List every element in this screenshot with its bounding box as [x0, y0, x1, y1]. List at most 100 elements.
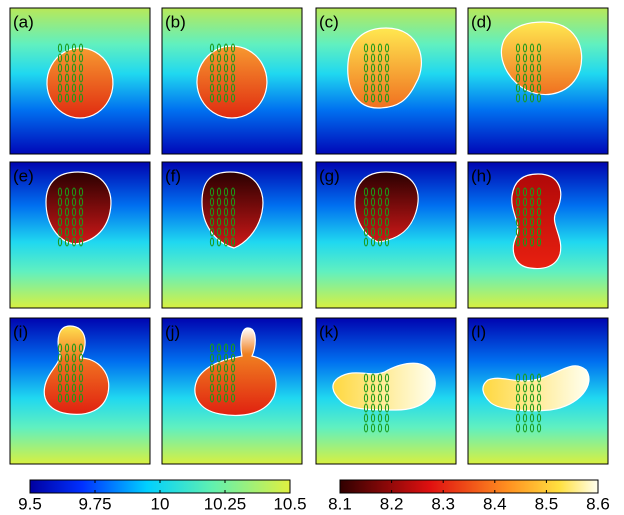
fibre: [363, 207, 369, 217]
fibre: [71, 93, 77, 103]
fibre: [216, 73, 222, 83]
fibre: [522, 53, 528, 63]
fibre: [230, 53, 236, 63]
fibre: [522, 43, 528, 53]
fibre: [363, 43, 369, 53]
fibre: [78, 187, 84, 197]
fibre: [363, 373, 369, 383]
fibre: [529, 217, 535, 227]
fibre: [57, 353, 63, 363]
fibre: [64, 217, 70, 227]
fibre: [370, 63, 376, 73]
fibre: [363, 413, 369, 423]
fibre: [71, 227, 77, 237]
fibre: [209, 43, 215, 53]
fibre: [57, 343, 63, 353]
fibre: [363, 217, 369, 227]
fibre: [71, 393, 77, 403]
fibre: [515, 93, 521, 103]
fibre: [223, 393, 229, 403]
colorbars: 9.5 9.75 10 10.25 10.5 8.1 8.2 8.3 8.4 8.5 8.6: [18, 479, 610, 513]
fibre: [377, 217, 383, 227]
fibre: [370, 73, 376, 83]
fibre: [515, 393, 521, 403]
fibre: [515, 217, 521, 227]
fibre: [78, 237, 84, 247]
tick-label: 8.6: [586, 494, 610, 513]
fibre: [529, 393, 535, 403]
fibre: [377, 197, 383, 207]
fibre: [64, 187, 70, 197]
fibre: [363, 93, 369, 103]
fibre: [223, 373, 229, 383]
fibre: [522, 73, 528, 83]
fibre: [522, 413, 528, 423]
fibre: [377, 93, 383, 103]
fibre: [78, 227, 84, 237]
fibre: [522, 197, 528, 207]
fibre: [370, 187, 376, 197]
fibre: [64, 363, 70, 373]
fibre: [64, 197, 70, 207]
fibre: [536, 53, 542, 63]
panel-label: (a): [13, 12, 34, 31]
fibre: [216, 217, 222, 227]
fibre: [515, 83, 521, 93]
fibre: [64, 93, 70, 103]
fibre: [536, 83, 542, 93]
fibre: [216, 197, 222, 207]
fibre: [363, 237, 369, 247]
panel: (l): [467, 317, 609, 465]
fibre: [71, 373, 77, 383]
fibre: [216, 353, 222, 363]
fibre: [223, 237, 229, 247]
fibre: [370, 383, 376, 393]
fibre: [57, 93, 63, 103]
fibre: [71, 63, 77, 73]
fibre: [64, 83, 70, 93]
fibre: [384, 227, 390, 237]
tick-label: 8.5: [535, 494, 559, 513]
fibre: [377, 53, 383, 63]
panel: (c): [315, 7, 457, 155]
fibre: [230, 207, 236, 217]
fibre: [57, 63, 63, 73]
panel-label: (b): [165, 12, 186, 31]
fibre: [230, 383, 236, 393]
fibre: [209, 63, 215, 73]
fibre: [377, 413, 383, 423]
fibre: [78, 197, 84, 207]
panel: (k): [315, 317, 457, 465]
fibre: [230, 343, 236, 353]
fibre: [57, 73, 63, 83]
fibre: [78, 93, 84, 103]
fibre: [529, 207, 535, 217]
fibre: [57, 217, 63, 227]
fibre: [230, 187, 236, 197]
panel: (g): [315, 161, 457, 309]
fibre: [529, 403, 535, 413]
fibre: [536, 207, 542, 217]
fibre: [522, 217, 528, 227]
fibre: [536, 393, 542, 403]
fibre: [370, 43, 376, 53]
fibre: [363, 423, 369, 433]
fibre: [370, 93, 376, 103]
fibre: [209, 207, 215, 217]
fibre: [377, 43, 383, 53]
panel-label: (f): [165, 166, 181, 185]
fibre: [230, 393, 236, 403]
fibre: [370, 373, 376, 383]
fibre: [384, 373, 390, 383]
fibre: [57, 207, 63, 217]
fibre: [209, 217, 215, 227]
fibre: [223, 53, 229, 63]
fibre: [377, 83, 383, 93]
fibre: [522, 373, 528, 383]
fibre: [57, 383, 63, 393]
panel: (f): [161, 161, 303, 309]
fibre: [223, 187, 229, 197]
fibre: [57, 237, 63, 247]
panel-label: (l): [471, 322, 486, 341]
